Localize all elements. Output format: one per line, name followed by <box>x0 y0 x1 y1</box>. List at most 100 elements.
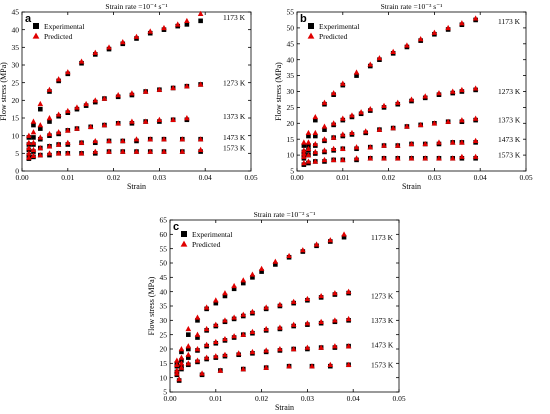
predicted-point <box>300 247 306 253</box>
predicted-point <box>332 290 338 296</box>
x-tick-label: 0.01 <box>61 173 74 182</box>
predicted-point <box>37 122 44 128</box>
predicted-point <box>46 130 53 137</box>
chart-title: Strain rate =10⁻³ s⁻¹ <box>381 2 443 11</box>
curve-1573k: 1573 K <box>176 360 394 383</box>
predicted-point <box>194 314 201 320</box>
predicted-point <box>46 150 53 156</box>
y-tick-label: 35 <box>160 302 168 311</box>
predicted-point <box>161 24 167 31</box>
predicted-point <box>213 338 219 345</box>
predicted-point <box>83 100 89 107</box>
predicted-point <box>376 55 383 61</box>
predicted-point <box>422 140 429 147</box>
predicted-point <box>30 129 37 135</box>
predicted-point <box>46 143 53 149</box>
y-tick-label: 15 <box>287 135 295 144</box>
predicted-point <box>459 139 465 145</box>
predicted-point <box>106 148 112 154</box>
predicted-point <box>106 137 112 144</box>
curve-1373k: 1373 K <box>174 315 394 375</box>
predicted-point <box>263 347 269 353</box>
predicted-point <box>263 325 269 332</box>
legend-label-experimental: Experimental <box>192 230 232 239</box>
predicted-point <box>26 150 32 156</box>
predicted-point <box>87 123 94 130</box>
predicted-point <box>436 90 442 96</box>
experimental-point <box>301 143 307 148</box>
y-tick-label: 35 <box>12 43 20 52</box>
curve-1373k: 1373 K <box>301 115 521 158</box>
predicted-point <box>249 348 256 355</box>
predicted-point <box>301 147 307 153</box>
predicted-point <box>231 314 237 320</box>
y-tick-label: 60 <box>160 230 168 239</box>
predicted-point <box>404 123 410 129</box>
curve-1573k: 1573 K <box>301 151 521 167</box>
predicted-point <box>408 96 415 102</box>
predicted-point <box>231 282 237 289</box>
predicted-point <box>101 122 108 128</box>
predicted-point <box>332 317 338 323</box>
predicted-point <box>213 353 219 359</box>
temperature-label: 1473 K <box>498 135 521 144</box>
experimental-point <box>354 73 359 78</box>
predicted-point <box>472 137 479 143</box>
predicted-point <box>345 288 352 294</box>
predicted-point <box>367 61 374 67</box>
experimental-point <box>341 234 347 240</box>
predicted-point <box>305 158 312 164</box>
predicted-point <box>197 10 204 16</box>
predicted-point <box>174 367 180 373</box>
predicted-point <box>37 145 44 151</box>
predicted-point <box>26 154 32 160</box>
experimental-point <box>38 126 43 131</box>
curve-1473k: 1473 K <box>174 340 394 378</box>
predicted-point <box>185 343 192 349</box>
y-tick-label: 40 <box>287 55 295 64</box>
predicted-point <box>330 134 337 140</box>
predicted-point <box>305 129 312 136</box>
chart-title: Strain rate =10⁻² s⁻¹ <box>254 210 316 219</box>
temperature-label: 1273 K <box>371 292 394 301</box>
temperature-label: 1473 K <box>371 340 394 349</box>
predicted-point <box>431 29 438 35</box>
predicted-point <box>222 335 228 342</box>
predicted-point <box>277 346 283 352</box>
predicted-point <box>199 370 205 376</box>
experimental-point <box>38 106 43 112</box>
predicted-point <box>313 241 320 247</box>
panel-letter: a <box>25 13 32 25</box>
temperature-label: 1573 K <box>223 144 246 153</box>
y-tick-label: 40 <box>12 25 20 34</box>
predicted-point <box>408 155 415 161</box>
y-tick-label: 45 <box>12 8 20 17</box>
y-tick-label: 45 <box>160 273 168 282</box>
predicted-point <box>174 357 180 363</box>
predicted-point <box>184 17 190 24</box>
predicted-point <box>185 360 192 366</box>
predicted-point <box>321 99 328 105</box>
predicted-point <box>394 142 401 148</box>
predicted-point <box>305 139 312 145</box>
experimental-point <box>195 335 200 340</box>
predicted-point <box>327 237 334 243</box>
legend-label-experimental: Experimental <box>319 22 359 31</box>
predicted-point <box>78 139 85 145</box>
predicted-point <box>376 126 383 132</box>
predicted-point <box>55 129 62 135</box>
predicted-point <box>330 90 337 96</box>
experimental-point <box>31 122 36 128</box>
predicted-point <box>422 93 429 99</box>
predicted-point <box>30 146 37 152</box>
predicted-point <box>367 105 374 112</box>
predicted-point <box>312 140 319 147</box>
predicted-point <box>304 320 311 326</box>
predicted-point <box>65 107 71 114</box>
predicted-point <box>46 115 53 121</box>
predicted-point <box>222 317 228 323</box>
predicted-point <box>381 155 387 161</box>
temperature-label: 1173 K <box>223 13 246 22</box>
predicted-point <box>115 92 121 98</box>
